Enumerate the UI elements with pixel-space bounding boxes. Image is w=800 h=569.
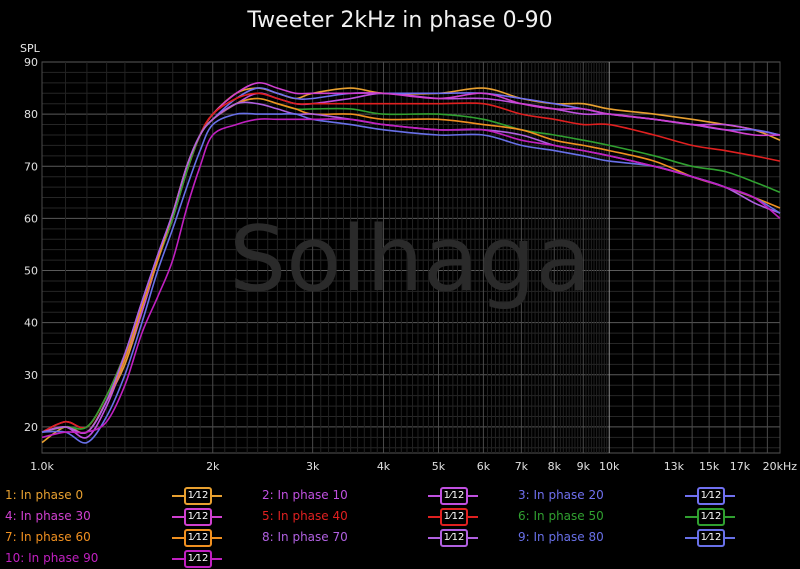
- x-tick-label: 2k: [206, 460, 220, 473]
- legend-item-label: 2: In phase 10: [262, 488, 348, 502]
- legend-item-label: 1: In phase 0: [5, 488, 84, 502]
- smoothing-label: 1⁄12: [440, 529, 468, 547]
- legend-smoothing-button[interactable]: 1⁄12: [685, 529, 735, 547]
- series-layer: [41, 81, 781, 444]
- smoothing-label: 1⁄12: [184, 508, 212, 526]
- series-line-10: [41, 118, 781, 439]
- frequency-response-plot: Solhaga 20 30 40 50 60 70 80 90 1.0k 2k 3k 4k 5k 6k 7k…: [24, 56, 797, 473]
- x-tick-label: 7k: [515, 460, 529, 473]
- legend-smoothing-button[interactable]: 1⁄12: [428, 529, 478, 547]
- x-tick-label: 9k: [577, 460, 591, 473]
- legend-smoothing-button[interactable]: 1⁄12: [172, 487, 222, 505]
- x-tick-label: 4k: [377, 460, 391, 473]
- tick-labels-layer: 20 30 40 50 60 70 80 90 1.0k 2k 3k 4k 5k 6k 7k 8k 9k 10k 1…: [24, 56, 797, 473]
- smoothing-label: 1⁄12: [184, 550, 212, 568]
- legend-item-label: 4: In phase 30: [5, 509, 91, 523]
- smoothing-label: 1⁄12: [697, 487, 725, 505]
- legend-item-label: 10: In phase 90: [5, 551, 99, 565]
- legend-smoothing-button[interactable]: 1⁄12: [428, 508, 478, 526]
- y-tick-label: 50: [24, 265, 38, 278]
- series-line-9: [41, 112, 781, 444]
- x-tick-label: 10k: [599, 460, 620, 473]
- smoothing-label: 1⁄12: [440, 508, 468, 526]
- smoothing-label: 1⁄12: [440, 487, 468, 505]
- smoothing-label: 1⁄12: [697, 508, 725, 526]
- legend-item-label: 8: In phase 70: [262, 530, 348, 544]
- legend-item-label: 6: In phase 50: [518, 509, 604, 523]
- x-tick-label: 1.0k: [30, 460, 54, 473]
- legend-smoothing-button[interactable]: 1⁄12: [685, 487, 735, 505]
- y-tick-label: 40: [24, 317, 38, 330]
- smoothing-label: 1⁄12: [184, 529, 212, 547]
- legend-item-label: 5: In phase 40: [262, 509, 348, 523]
- y-axis-label: SPL: [20, 42, 40, 55]
- legend-smoothing-button[interactable]: 1⁄12: [172, 550, 222, 568]
- smoothing-label: 1⁄12: [697, 529, 725, 547]
- y-tick-label: 80: [24, 108, 38, 121]
- grid-layer: [41, 61, 781, 454]
- x-tick-label: 5k: [432, 460, 446, 473]
- legend-smoothing-button[interactable]: 1⁄12: [428, 487, 478, 505]
- series-line-7: [41, 97, 781, 434]
- x-tick-label: 13k: [664, 460, 685, 473]
- legend-item-label: 7: In phase 60: [5, 530, 91, 544]
- legend-smoothing-button[interactable]: 1⁄12: [172, 529, 222, 547]
- y-tick-label: 30: [24, 369, 38, 382]
- legend-smoothing-button[interactable]: 1⁄12: [685, 508, 735, 526]
- x-tick-label: 15k: [699, 460, 720, 473]
- x-tick-label: 3k: [306, 460, 320, 473]
- legend-smoothing-button[interactable]: 1⁄12: [172, 508, 222, 526]
- x-tick-label: 20kHz: [763, 460, 798, 473]
- legend-item-label: 9: In phase 80: [518, 530, 604, 544]
- smoothing-label: 1⁄12: [184, 487, 212, 505]
- y-tick-label: 70: [24, 160, 38, 173]
- x-tick-label: 6k: [477, 460, 491, 473]
- y-tick-label: 90: [24, 56, 38, 69]
- y-tick-label: 20: [24, 421, 38, 434]
- x-tick-label: 17k: [730, 460, 751, 473]
- x-tick-label: 8k: [548, 460, 562, 473]
- legend-item-label: 3: In phase 20: [518, 488, 604, 502]
- watermark-text: Solhaga: [229, 207, 591, 312]
- chart-title: Tweeter 2kHz in phase 0-90: [247, 8, 553, 33]
- y-tick-label: 60: [24, 212, 38, 225]
